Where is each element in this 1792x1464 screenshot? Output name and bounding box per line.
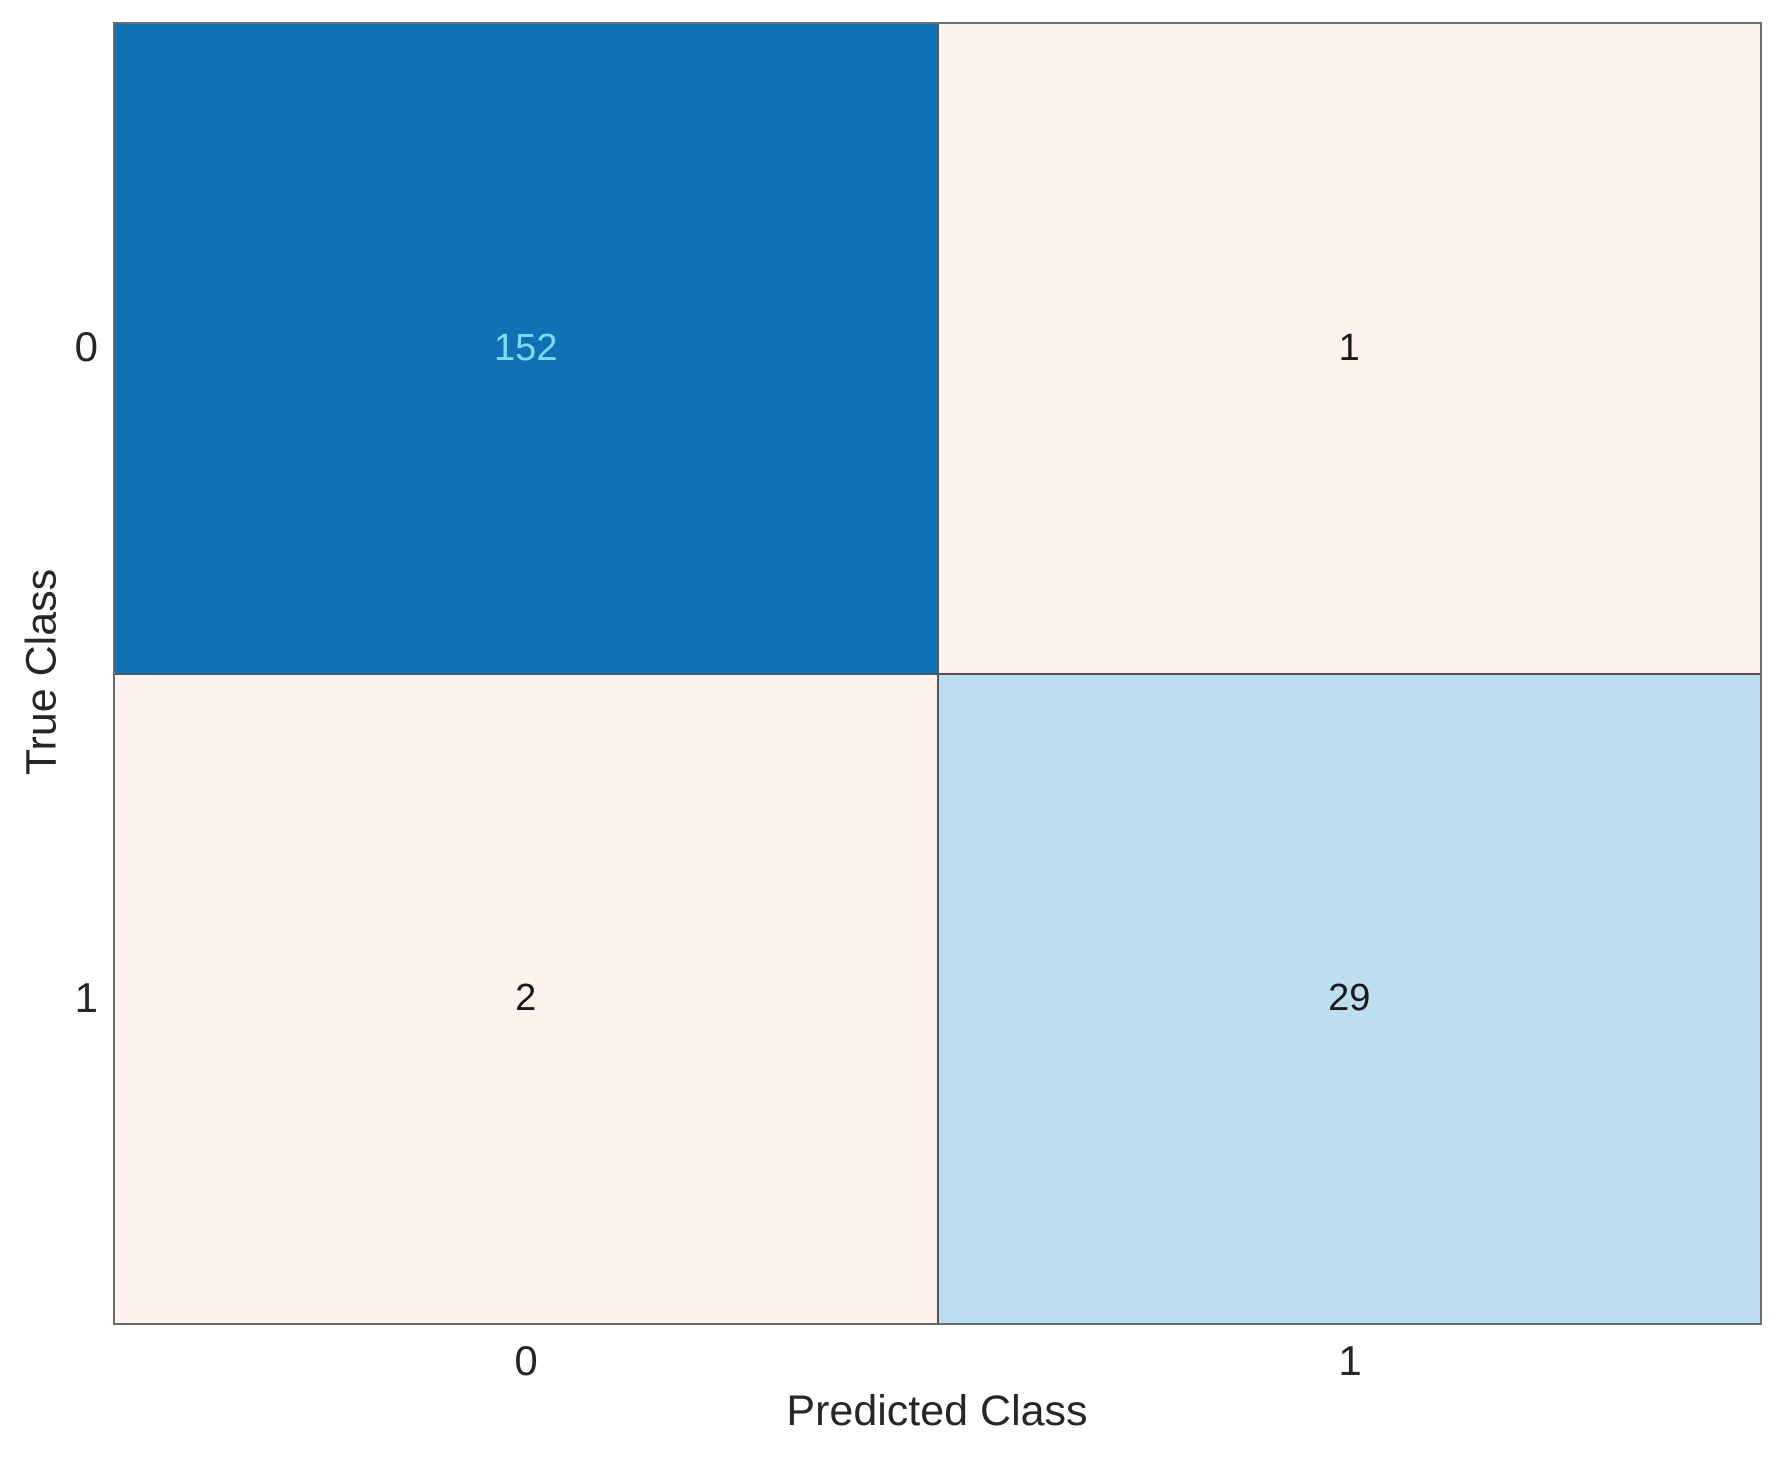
- x-axis-label: Predicted Class: [786, 1387, 1088, 1435]
- y-tick-label-1: 1: [74, 974, 98, 1021]
- cell-value-true1-pred1: 29: [1328, 977, 1371, 1020]
- cell-true0-pred0: 152: [115, 24, 937, 673]
- confusion-matrix-grid: 152 1 2 29: [113, 22, 1762, 1325]
- cell-true0-pred1: 1: [938, 24, 1760, 673]
- cell-value-true0-pred0: 152: [494, 326, 558, 369]
- y-axis-label: True Class: [17, 568, 66, 776]
- cell-true1-pred1: 29: [938, 674, 1760, 1323]
- x-tick-label-1: 1: [1338, 1337, 1362, 1384]
- cell-value-true0-pred1: 1: [1338, 326, 1360, 369]
- y-tick-label-0: 0: [74, 323, 98, 370]
- x-tick-label-0: 0: [514, 1337, 538, 1384]
- cell-true1-pred0: 2: [115, 674, 937, 1323]
- cell-value-true1-pred0: 2: [515, 977, 537, 1020]
